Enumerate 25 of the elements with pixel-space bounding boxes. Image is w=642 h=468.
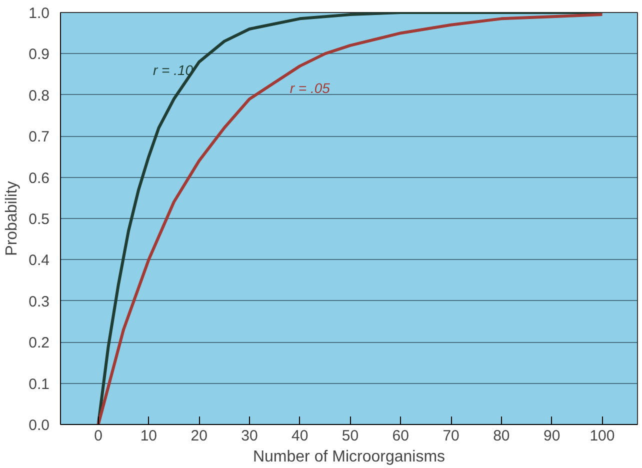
y-tick-label: 0.9 — [28, 46, 50, 64]
y-tick-label: 0.4 — [28, 252, 50, 270]
y-tick-label: 0.3 — [28, 293, 50, 310]
x-tick-label: 10 — [140, 428, 158, 444]
y-tick-label: 0.1 — [28, 376, 50, 393]
y-tick-label: 0.0 — [28, 417, 50, 434]
y-tick-label: 0.2 — [28, 334, 50, 352]
y-tick-label: 1.0 — [28, 5, 50, 22]
x-tick-label: 90 — [543, 428, 560, 444]
x-tick-label: 20 — [190, 428, 208, 444]
y-tick-label: 0.8 — [28, 87, 50, 104]
y-tick-label: 0.7 — [28, 128, 50, 146]
x-tick-label: 80 — [493, 428, 510, 444]
y-axis-title: Probability — [4, 181, 21, 256]
x-axis-title: Number of Microorganisms — [252, 448, 446, 466]
x-tick-label: 0 — [94, 428, 102, 444]
x-tick-label: 100 — [590, 428, 615, 444]
y-tick-label: 0.5 — [28, 211, 50, 228]
x-tick-label: 30 — [241, 428, 258, 444]
x-tick-label: 40 — [292, 428, 308, 444]
x-tick-label: 70 — [442, 428, 460, 444]
series-label: r = .05 — [290, 80, 330, 96]
x-tick-label: 60 — [392, 428, 409, 444]
y-tick-label: 0.6 — [28, 170, 50, 187]
x-tick-label: 50 — [342, 428, 359, 444]
